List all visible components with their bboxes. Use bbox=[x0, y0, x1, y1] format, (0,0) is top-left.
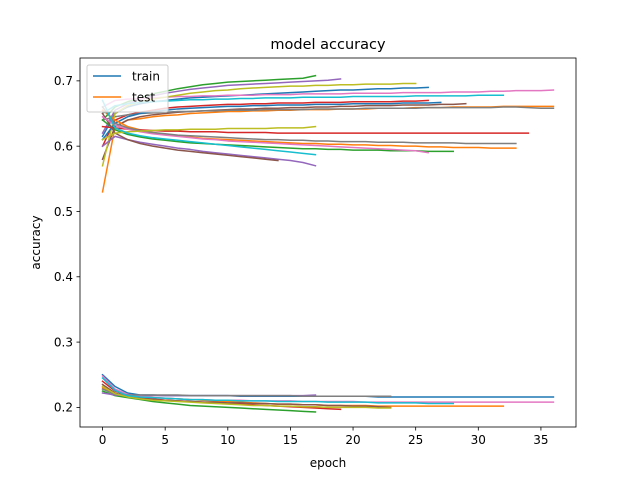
series-line-28 bbox=[101, 385, 392, 409]
series-line-6 bbox=[101, 89, 555, 108]
series-line-15 bbox=[101, 112, 279, 162]
chart-title: model accuracy bbox=[270, 37, 386, 53]
x-tick-label: 10 bbox=[220, 433, 235, 447]
series-line-9 bbox=[101, 94, 505, 115]
x-tick-label: 5 bbox=[161, 433, 169, 447]
y-tick-label: 0.5 bbox=[54, 205, 73, 219]
x-tick-label: 20 bbox=[345, 433, 360, 447]
series-line-17 bbox=[101, 105, 517, 145]
y-tick-label: 0.7 bbox=[54, 74, 73, 88]
x-tick-label: 30 bbox=[471, 433, 486, 447]
x-axis: 0 5 10 15 20 25 30 35 bbox=[99, 427, 549, 447]
series-line-16 bbox=[101, 115, 430, 154]
x-tick-label: 0 bbox=[99, 433, 107, 447]
x-tick-label: 25 bbox=[408, 433, 423, 447]
y-tick-label: 0.3 bbox=[54, 335, 73, 349]
y-axis: 0.2 0.3 0.4 0.5 0.6 0.7 bbox=[54, 74, 80, 415]
y-axis-label: accuracy bbox=[29, 215, 43, 269]
series-line-18 bbox=[101, 125, 317, 141]
series-line-13 bbox=[101, 125, 530, 134]
plot-frame bbox=[79, 57, 577, 428]
x-tick-label: 35 bbox=[533, 433, 548, 447]
series-line-29 bbox=[101, 376, 454, 405]
x-tick-label: 15 bbox=[283, 433, 298, 447]
legend: train test bbox=[86, 64, 169, 113]
series-line-7 bbox=[101, 106, 555, 121]
series-line-27 bbox=[101, 388, 392, 398]
series-line-12 bbox=[101, 118, 454, 153]
x-axis-label: epoch bbox=[310, 456, 347, 470]
y-tick-label: 0.4 bbox=[54, 270, 73, 284]
series-line-5 bbox=[101, 102, 467, 161]
legend-label-train: train bbox=[132, 69, 160, 83]
y-tick-label: 0.2 bbox=[54, 401, 73, 415]
y-tick-label: 0.6 bbox=[54, 139, 73, 153]
legend-label-test: test bbox=[132, 90, 155, 104]
series-line-14 bbox=[101, 135, 317, 167]
series-line-19 bbox=[101, 99, 317, 156]
